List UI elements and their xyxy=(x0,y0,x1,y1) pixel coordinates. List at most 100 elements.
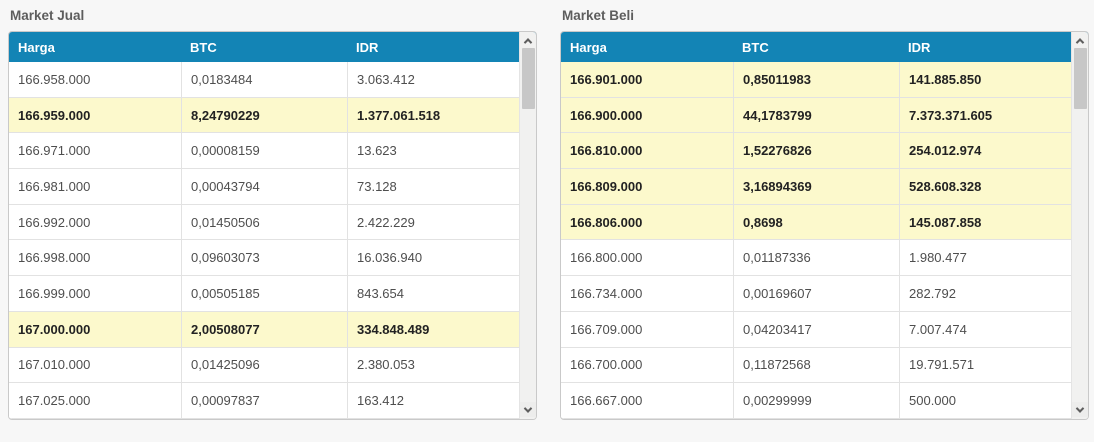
scroll-down-button[interactable] xyxy=(1072,402,1088,417)
btc-amount-cell: 0,0183484 xyxy=(181,62,347,97)
btc-amount-cell: 0,09603073 xyxy=(181,240,347,276)
price-cell: 166.700.000 xyxy=(570,357,643,373)
order-row[interactable]: 166.901.000 0,85011983 141.885.850 xyxy=(561,62,1088,98)
idr-amount-cell: 254.012.974 xyxy=(899,133,1071,169)
idr-amount-cell: 141.885.850 xyxy=(899,62,1071,97)
idr-amount-cell: 528.608.328 xyxy=(899,169,1071,204)
price-cell: 167.000.000 xyxy=(18,321,91,337)
idr-amount-cell: 2.422.229 xyxy=(347,204,519,240)
column-header-harga: Harga xyxy=(18,39,55,55)
market-beli-body: 166.901.000 0,85011983 141.885.850 166.900.… xyxy=(561,62,1088,419)
idr-amount-cell: 3.063.412 xyxy=(347,62,519,97)
btc-amount-cell: 0,04203417 xyxy=(733,311,899,347)
order-row[interactable]: 166.734.000 0,00169607 282.792 xyxy=(561,276,1088,312)
idr-amount-cell: 1.377.061.518 xyxy=(347,97,519,133)
order-row[interactable]: 166.958.000 0,0183484 3.063.412 xyxy=(9,62,536,98)
idr-amount-cell: 7.007.474 xyxy=(899,311,1071,347)
btc-amount-cell: 0,00043794 xyxy=(181,169,347,204)
scroll-up-button[interactable] xyxy=(520,33,536,48)
order-row[interactable]: 166.900.000 44,1783799 7.373.371.605 xyxy=(561,97,1088,134)
price-cell: 166.959.000 xyxy=(18,107,91,123)
idr-amount-cell: 334.848.489 xyxy=(347,311,519,347)
btc-amount-cell: 3,16894369 xyxy=(733,169,899,204)
order-row[interactable]: 166.709.000 0,04203417 7.007.474 xyxy=(561,311,1088,348)
chevron-down-icon xyxy=(1075,403,1085,413)
order-row[interactable]: 166.959.000 8,24790229 1.377.061.518 xyxy=(9,97,536,134)
order-row[interactable]: 166.998.000 0,09603073 16.036.940 xyxy=(9,240,536,277)
market-jual-body: 166.958.000 0,0183484 3.063.412 166.959.000… xyxy=(9,62,536,419)
btc-amount-cell: 0,00299999 xyxy=(733,383,899,418)
btc-amount-cell: 0,00169607 xyxy=(733,276,899,311)
price-cell: 166.901.000 xyxy=(570,71,643,87)
idr-amount-cell: 843.654 xyxy=(347,276,519,311)
market-jual-table: Harga BTC IDR 166.958.000 0,0183484 3.063.41… xyxy=(8,31,537,420)
btc-amount-cell: 44,1783799 xyxy=(733,97,899,133)
price-cell: 166.992.000 xyxy=(18,214,91,230)
column-header-idr: IDR xyxy=(908,39,931,55)
idr-amount-cell: 13.623 xyxy=(347,133,519,169)
market-jual-header-row: Harga BTC IDR xyxy=(9,32,536,62)
market-jual-panel: Market Jual Harga BTC IDR 166.958.000 0,018… xyxy=(8,5,537,420)
idr-amount-cell: 19.791.571 xyxy=(899,347,1071,383)
order-row[interactable]: 166.810.000 1,52276826 254.012.974 xyxy=(561,133,1088,170)
market-jual-title: Market Jual xyxy=(10,8,85,23)
idr-amount-cell: 1.980.477 xyxy=(899,240,1071,276)
order-row[interactable]: 166.806.000 0,8698 145.087.858 xyxy=(561,204,1088,241)
order-row[interactable]: 166.971.000 0,00008159 13.623 xyxy=(9,133,536,170)
idr-amount-cell: 2.380.053 xyxy=(347,347,519,383)
btc-amount-cell: 0,01187336 xyxy=(733,240,899,276)
chevron-down-icon xyxy=(523,403,533,413)
column-header-idr: IDR xyxy=(356,39,379,55)
price-cell: 166.998.000 xyxy=(18,250,91,266)
order-row[interactable]: 166.667.000 0,00299999 500.000 xyxy=(561,383,1088,419)
price-cell: 166.981.000 xyxy=(18,178,91,194)
order-row[interactable]: 166.700.000 0,11872568 19.791.571 xyxy=(561,347,1088,384)
price-cell: 166.809.000 xyxy=(570,178,643,194)
scrollbar-thumb[interactable] xyxy=(1074,48,1087,109)
btc-amount-cell: 0,01425096 xyxy=(181,347,347,383)
price-cell: 166.709.000 xyxy=(570,321,643,337)
idr-amount-cell: 73.128 xyxy=(347,169,519,204)
idr-amount-cell: 16.036.940 xyxy=(347,240,519,276)
market-beli-table: Harga BTC IDR 166.901.000 0,85011983 141.885… xyxy=(560,31,1089,420)
price-cell: 166.900.000 xyxy=(570,107,643,123)
order-row[interactable]: 166.999.000 0,00505185 843.654 xyxy=(9,276,536,312)
idr-amount-cell: 145.087.858 xyxy=(899,204,1071,240)
order-row[interactable]: 166.809.000 3,16894369 528.608.328 xyxy=(561,169,1088,205)
btc-amount-cell: 0,00008159 xyxy=(181,133,347,169)
price-cell: 166.810.000 xyxy=(570,143,643,159)
price-cell: 166.806.000 xyxy=(570,214,643,230)
order-row[interactable]: 166.992.000 0,01450506 2.422.229 xyxy=(9,204,536,241)
btc-amount-cell: 0,11872568 xyxy=(733,347,899,383)
scroll-down-button[interactable] xyxy=(520,402,536,417)
chevron-up-icon xyxy=(1075,37,1085,47)
btc-amount-cell: 2,00508077 xyxy=(181,311,347,347)
btc-amount-cell: 0,01450506 xyxy=(181,204,347,240)
btc-amount-cell: 0,8698 xyxy=(733,204,899,240)
market-beli-header-row: Harga BTC IDR xyxy=(561,32,1088,62)
btc-amount-cell: 1,52276826 xyxy=(733,133,899,169)
order-row[interactable]: 167.010.000 0,01425096 2.380.053 xyxy=(9,347,536,384)
price-cell: 166.971.000 xyxy=(18,143,91,159)
idr-amount-cell: 500.000 xyxy=(899,383,1071,418)
btc-amount-cell: 0,85011983 xyxy=(733,62,899,97)
column-header-btc: BTC xyxy=(742,39,769,55)
market-jual-scrollbar[interactable] xyxy=(519,32,536,419)
chevron-up-icon xyxy=(523,37,533,47)
idr-amount-cell: 7.373.371.605 xyxy=(899,97,1071,133)
order-row[interactable]: 166.800.000 0,01187336 1.980.477 xyxy=(561,240,1088,277)
order-row[interactable]: 167.000.000 2,00508077 334.848.489 xyxy=(9,311,536,348)
price-cell: 166.667.000 xyxy=(570,393,643,409)
scroll-up-button[interactable] xyxy=(1072,33,1088,48)
price-cell: 166.734.000 xyxy=(570,285,643,301)
price-cell: 166.800.000 xyxy=(570,250,643,266)
scrollbar-thumb[interactable] xyxy=(522,48,535,109)
market-beli-scrollbar[interactable] xyxy=(1071,32,1088,419)
order-row[interactable]: 166.981.000 0,00043794 73.128 xyxy=(9,169,536,205)
order-row[interactable]: 167.025.000 0,00097837 163.412 xyxy=(9,383,536,419)
idr-amount-cell: 282.792 xyxy=(899,276,1071,311)
price-cell: 167.010.000 xyxy=(18,357,91,373)
idr-amount-cell: 163.412 xyxy=(347,383,519,418)
price-cell: 167.025.000 xyxy=(18,393,91,409)
